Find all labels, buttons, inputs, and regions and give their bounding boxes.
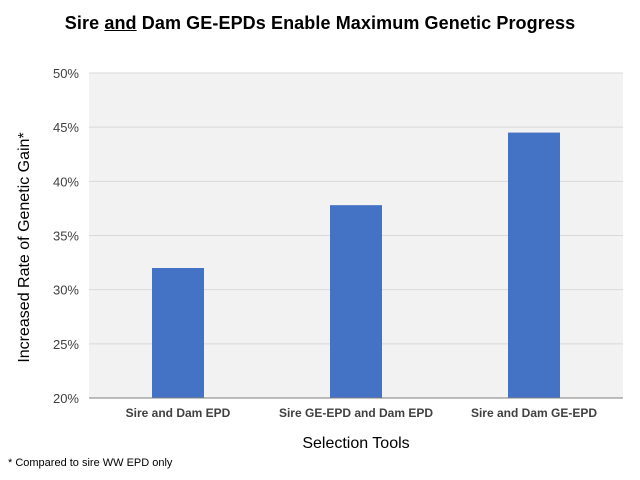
bar — [508, 133, 560, 398]
y-tick-label: 30% — [53, 283, 79, 298]
x-axis-label: Selection Tools — [302, 435, 409, 452]
y-tick-label: 50% — [53, 66, 79, 81]
bar — [152, 268, 204, 398]
y-tick-labels: 20% 25% 30% 35% 40% 45% 50% — [53, 66, 79, 406]
footnote: * Compared to sire WW EPD only — [8, 457, 172, 469]
y-tick-label: 45% — [53, 120, 79, 135]
x-tick-label: Sire and Dam GE-EPD — [471, 406, 597, 420]
y-axis-label: Increased Rate of Genetic Gain* — [16, 132, 33, 362]
y-tick-label: 25% — [53, 337, 79, 352]
bar — [330, 205, 382, 398]
x-tick-label: Sire GE-EPD and Dam EPD — [279, 406, 433, 420]
y-tick-label: 40% — [53, 174, 79, 189]
y-tick-label: 20% — [53, 391, 79, 406]
x-tick-labels: Sire and Dam EPD Sire GE-EPD and Dam EPD S… — [126, 406, 598, 420]
y-tick-label: 35% — [53, 229, 79, 244]
x-tick-label: Sire and Dam EPD — [126, 406, 231, 420]
